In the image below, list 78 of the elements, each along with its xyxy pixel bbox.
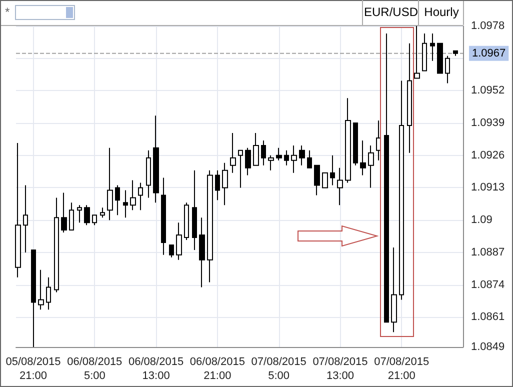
candlestick [123,190,128,218]
candlestick [253,132,259,166]
x-tick-label: 07/08/2015 5:00 [251,356,306,382]
candlestick [215,170,220,201]
candlestick [130,180,136,211]
candlestick [276,147,282,161]
candlestick [453,50,458,56]
candlestick [146,150,151,198]
candlestick [284,150,289,166]
candlestick [245,147,251,176]
candlestick [376,120,381,161]
y-tick-label: 1.0874 [471,278,505,291]
candlestick [92,214,97,226]
y-tick-label: 1.0978 [471,20,505,32]
x-tick-label: 07/08/2015 13:00 [312,356,368,382]
candlestick [138,182,143,211]
candlestick [107,147,113,221]
candlestick [268,154,274,171]
candlestick [161,177,166,256]
candlestick [153,115,159,204]
candlestick [222,162,228,206]
y-tick-label: 1.0952 [471,84,505,97]
candlestick [38,269,44,310]
candlestick [391,246,397,333]
candlestick [337,167,343,206]
candlestick [84,204,90,226]
candlestick [46,276,51,310]
candlestick [430,32,435,62]
x-tick-label: 06/08/2015 21:00 [190,356,245,382]
candlestick [445,55,450,84]
candlestick [261,140,266,166]
candlestick [230,132,236,174]
candlestick [322,172,328,188]
candlestick [414,26,420,79]
candlestick [115,184,120,216]
candlestick [384,32,389,323]
candlestick [238,150,243,188]
x-tick-label: 07/08/2015 21:00 [374,356,430,382]
x-tick-label: 06/08/2015 5:00 [67,356,122,382]
y-tick-label: 1.0939 [471,117,505,130]
chart-subtitle: Hourly [418,0,464,25]
candlestick [100,207,105,218]
y-tick-label: 1.09 [471,214,492,226]
candlestick [61,192,67,234]
y-tick-label: 1.0887 [471,246,505,258]
candlestick [360,140,366,176]
candlestick [291,144,297,174]
candlestick [299,144,305,166]
candlestick [77,204,82,224]
candlestick [23,184,28,253]
candlestick [169,244,174,258]
text: * [5,5,10,19]
y-tick-label: 1.0849 [471,341,505,353]
x-tick-label: 06/08/2015 13:00 [128,356,184,382]
y-tick-label: 1.0913 [471,182,505,194]
ref-line-label: 1.0967 [472,47,506,60]
candlestick [422,32,427,72]
chart-title: EUR/USD [362,0,419,25]
candlestick [353,122,358,166]
candlestick [192,170,197,250]
x-tick-label: 05/08/2015 21:00 [6,356,61,382]
y-tick-label: 1.0926 [471,149,505,162]
candlestick [54,197,59,293]
candlestick [368,144,374,188]
candlestick [176,222,182,260]
candlestick [31,249,36,348]
candlestick [184,202,189,240]
candlestick [207,170,213,283]
candlestick [437,42,443,74]
candlestick [15,142,21,278]
y-tick-label: 1.0861 [471,311,505,324]
candlestick [314,164,320,196]
candlestick [345,98,351,184]
candlestick [330,154,335,186]
candlestick [307,150,312,168]
candlestick [199,217,205,288]
candlestick [407,42,412,154]
candlestick [69,202,74,231]
